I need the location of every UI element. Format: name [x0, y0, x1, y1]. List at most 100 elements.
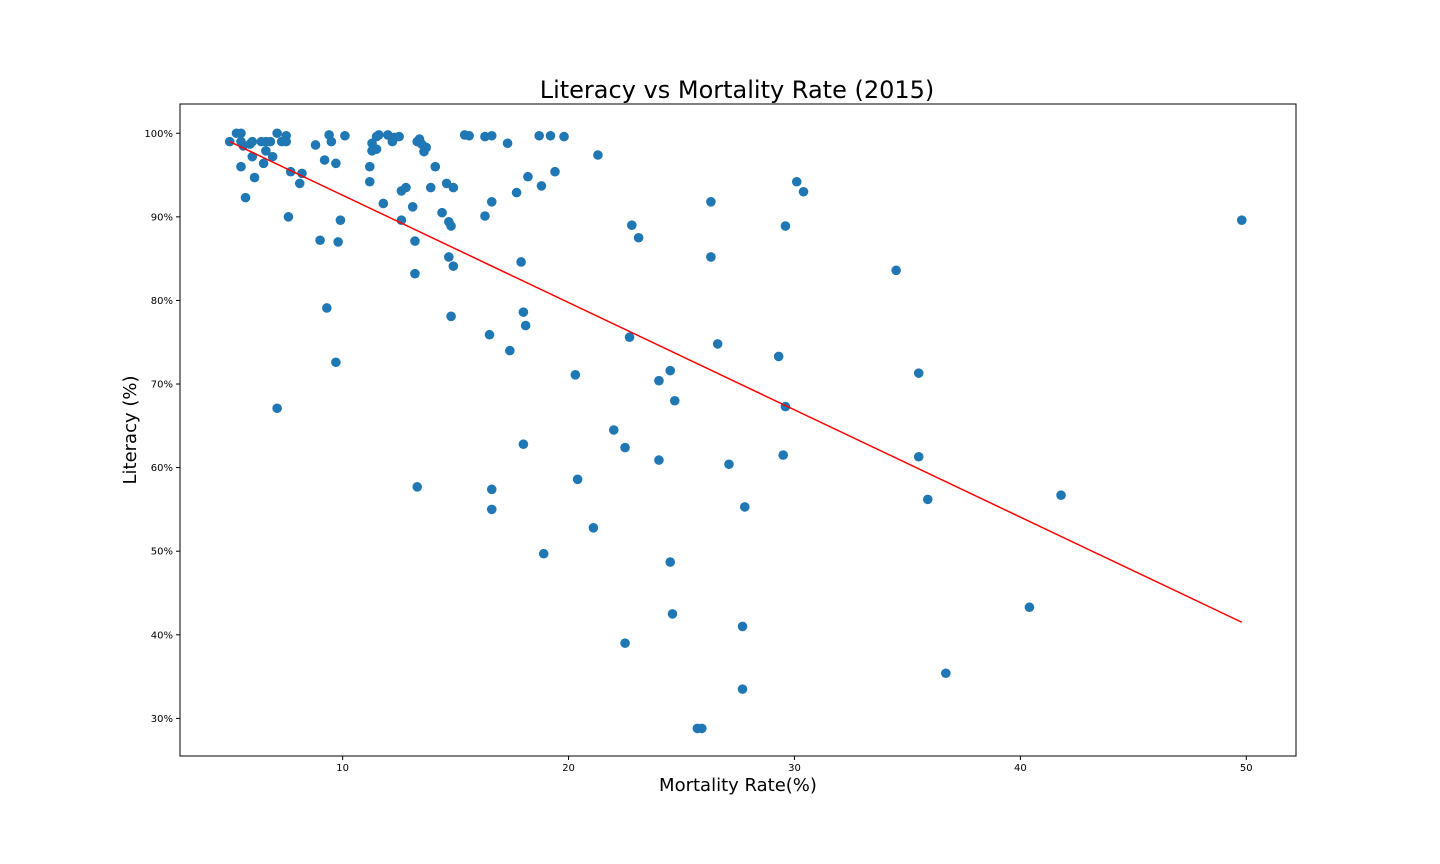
data-point: [371, 144, 382, 154]
data-point: [773, 351, 784, 362]
data-point: [712, 339, 723, 349]
y-tick-label: 70%: [151, 380, 173, 391]
chart-title: Literacy vs Mortality Rate (2015): [540, 76, 935, 104]
data-point: [322, 303, 332, 313]
data-points: [224, 128, 1247, 734]
y-tick-label: 80%: [151, 296, 173, 307]
data-point: [464, 130, 474, 141]
x-tick-label: 30: [788, 763, 801, 774]
data-point: [891, 265, 901, 276]
data-point: [737, 684, 748, 694]
trend-line-layer: [229, 140, 1243, 623]
data-point: [523, 171, 533, 182]
data-point: [706, 197, 716, 207]
data-point: [407, 202, 418, 212]
data-point: [511, 187, 522, 198]
data-point: [315, 235, 325, 246]
data-point: [272, 403, 282, 414]
data-point: [335, 215, 346, 225]
data-point: [534, 130, 544, 141]
data-point: [265, 136, 276, 147]
data-point: [913, 451, 924, 462]
y-tick-label: 50%: [151, 547, 173, 558]
data-point: [258, 158, 269, 169]
data-point: [737, 621, 748, 632]
data-point: [1236, 215, 1247, 225]
data-point: [665, 557, 676, 567]
data-point: [421, 142, 432, 153]
data-point: [283, 212, 294, 222]
data-point: [326, 136, 337, 147]
data-point: [430, 161, 441, 172]
y-axis-label: Literacy (%): [120, 375, 141, 484]
data-point: [518, 439, 529, 450]
data-point: [633, 232, 644, 243]
data-point: [448, 261, 459, 271]
data-point: [249, 172, 260, 183]
data-point: [536, 181, 547, 191]
data-point: [588, 523, 599, 533]
x-axis-label: Mortality Rate(%): [659, 775, 817, 796]
data-point: [364, 176, 375, 187]
data-point: [412, 482, 423, 492]
data-point: [364, 161, 375, 172]
y-tick-label: 90%: [151, 212, 173, 223]
data-point: [608, 425, 619, 435]
data-point: [378, 198, 389, 209]
data-point: [739, 502, 750, 512]
data-point: [706, 252, 716, 262]
x-axis: 10 20 30 40 50: [336, 756, 1253, 774]
data-point: [620, 638, 630, 648]
data-point: [520, 320, 531, 331]
y-axis: 30% 40% 50% 60% 70% 80% 90% 100%: [144, 129, 180, 725]
data-point: [570, 370, 581, 380]
data-point: [922, 494, 933, 505]
data-point: [486, 484, 497, 495]
y-tick-label: 40%: [151, 630, 173, 641]
data-point: [798, 186, 809, 197]
data-point: [697, 723, 707, 734]
data-point: [667, 609, 678, 619]
data-point: [559, 131, 569, 142]
data-point: [374, 130, 384, 140]
data-point: [913, 368, 924, 378]
data-point: [791, 176, 802, 187]
data-point: [446, 221, 456, 231]
data-point: [516, 257, 526, 267]
data-point: [294, 178, 305, 189]
data-point: [331, 158, 341, 169]
y-tick-label: 100%: [144, 129, 173, 140]
data-point: [272, 128, 282, 139]
data-point: [331, 357, 341, 368]
data-point: [502, 138, 513, 149]
data-point: [545, 130, 556, 141]
data-point: [333, 237, 343, 247]
data-point: [486, 504, 497, 515]
x-tick-label: 50: [1240, 763, 1253, 774]
data-point: [778, 450, 788, 460]
data-point: [1056, 490, 1066, 501]
data-point: [486, 197, 497, 207]
data-point: [240, 192, 251, 203]
data-point: [394, 131, 404, 142]
data-point: [236, 161, 246, 172]
data-point: [425, 182, 436, 193]
data-point: [593, 150, 603, 160]
data-point: [654, 455, 664, 465]
data-point: [550, 166, 560, 177]
data-point: [267, 151, 278, 162]
data-point: [448, 182, 459, 193]
x-tick-label: 20: [562, 763, 575, 774]
data-point: [261, 146, 271, 156]
plot-area: [179, 103, 1297, 757]
data-point: [437, 207, 447, 218]
data-point: [627, 220, 637, 231]
data-point: [446, 311, 456, 322]
data-point: [941, 668, 951, 679]
data-point: [297, 168, 307, 179]
data-point: [236, 128, 246, 139]
data-point: [247, 136, 258, 147]
data-point: [538, 548, 549, 559]
data-point: [572, 474, 583, 485]
data-point: [340, 130, 350, 141]
